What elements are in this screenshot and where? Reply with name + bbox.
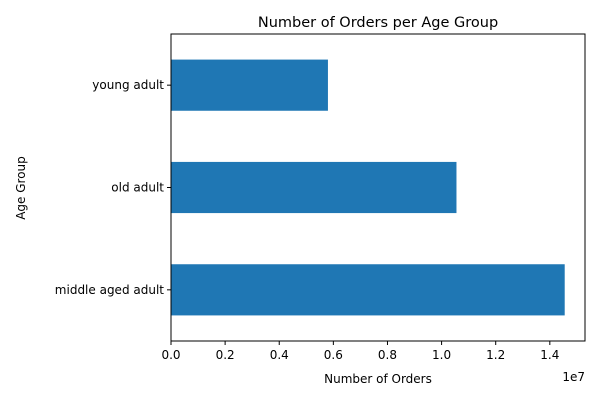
y-ticks: middle aged adult old adult young adult: [55, 78, 171, 297]
x-tick-label: 1.0: [432, 348, 451, 362]
chart-title: Number of Orders per Age Group: [258, 15, 498, 31]
x-tick-label: 1.2: [486, 348, 505, 362]
x-tick-label: 0.2: [216, 348, 235, 362]
x-ticks: 0.0 0.2 0.4 0.6 0.8 1.0 1.2 1.4: [161, 341, 559, 362]
x-tick-label: 0.6: [324, 348, 343, 362]
x-tick-label: 0.8: [378, 348, 397, 362]
bar-young-adult: [171, 59, 328, 111]
bar-old-adult: [171, 161, 457, 214]
x-tick-label: 0.0: [161, 348, 180, 362]
plot-frame: [170, 33, 586, 342]
x-axis-label: Number of Orders: [324, 372, 432, 386]
x-tick-label: 1.4: [540, 348, 559, 362]
bars: [171, 59, 565, 316]
y-tick-label: middle aged adult: [55, 283, 164, 297]
y-tick-label: young adult: [92, 78, 164, 92]
x-tick-label: 0.4: [270, 348, 289, 362]
y-axis-label: Age Group: [14, 156, 28, 220]
bar-middle-aged-adult: [171, 264, 565, 316]
x-axis-offset-label: 1e7: [562, 370, 585, 384]
y-tick-label: old adult: [111, 181, 164, 195]
